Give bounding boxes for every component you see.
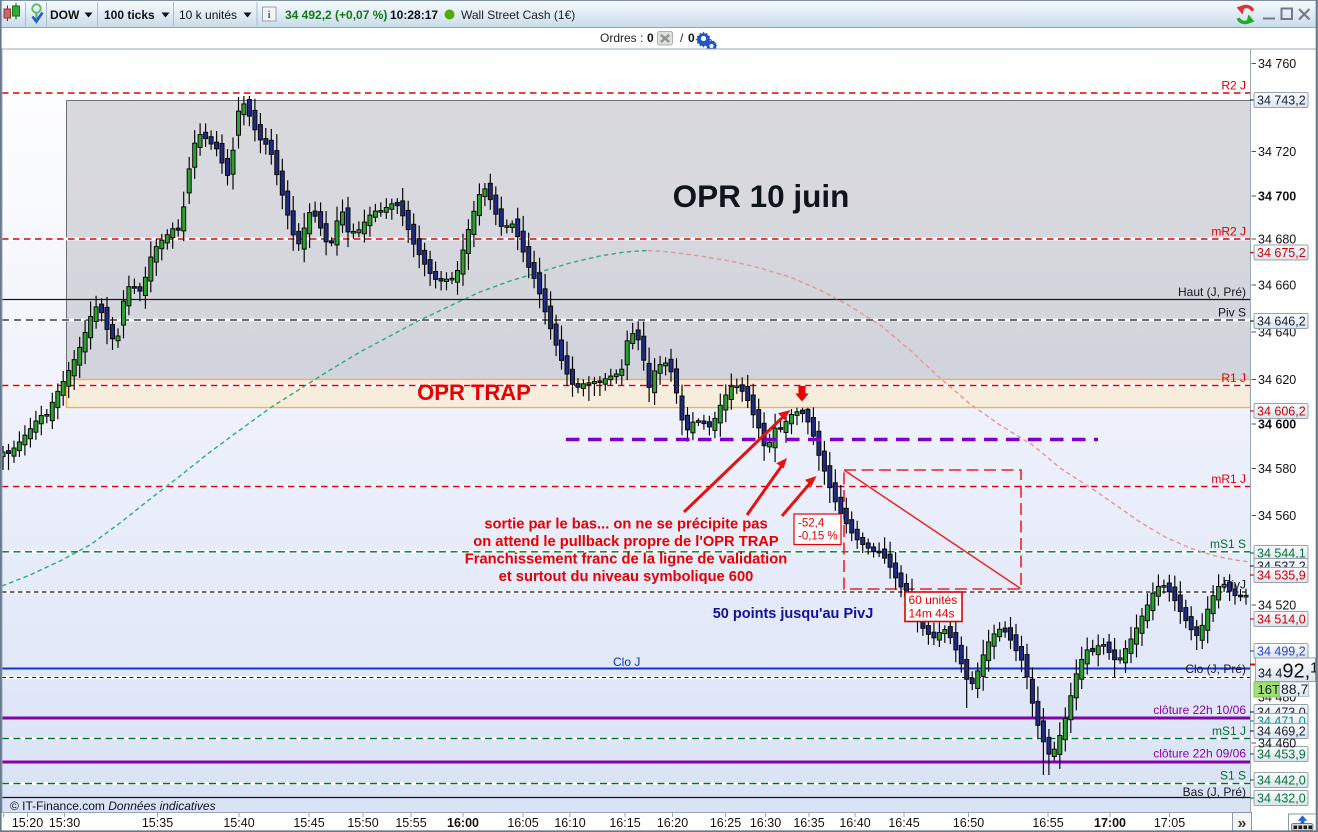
svg-text:17:00: 17:00 (1094, 816, 1126, 830)
svg-text:R1 J: R1 J (1221, 371, 1246, 385)
svg-text:34 720: 34 720 (1258, 145, 1296, 159)
svg-text:15:40: 15:40 (223, 816, 254, 830)
svg-text:34 560: 34 560 (1258, 509, 1296, 523)
svg-text:Ordres :: Ordres : (600, 31, 643, 45)
svg-text:16:05: 16:05 (507, 816, 538, 830)
svg-text:34 680: 34 680 (1258, 232, 1296, 246)
svg-text:DOW: DOW (50, 8, 80, 22)
svg-text:100 ticks: 100 ticks (104, 8, 155, 22)
svg-text:i: i (268, 9, 271, 21)
svg-text:34 743,2: 34 743,2 (1257, 93, 1306, 107)
svg-text:34 544,1: 34 544,1 (1257, 546, 1306, 560)
svg-text:15:30: 15:30 (49, 816, 80, 830)
svg-text:16:15: 16:15 (609, 816, 640, 830)
svg-text:-0,15 %: -0,15 % (798, 531, 838, 543)
svg-text:34 646,2: 34 646,2 (1257, 314, 1306, 328)
svg-text:mS1 J: mS1 J (1212, 724, 1246, 738)
svg-text:34 469,2: 34 469,2 (1257, 724, 1306, 738)
svg-text:34 520: 34 520 (1258, 598, 1296, 612)
svg-text:16:20: 16:20 (657, 816, 688, 830)
svg-text:34 600: 34 600 (1258, 417, 1296, 431)
svg-text:16:40: 16:40 (839, 816, 870, 830)
svg-text:Wall Street Cash (1€): Wall Street Cash (1€) (461, 8, 575, 22)
svg-text:mS1 S: mS1 S (1210, 537, 1246, 551)
svg-text:60 unités: 60 unités (909, 593, 958, 607)
svg-text:clôture 22h 10/06: clôture 22h 10/06 (1153, 703, 1246, 717)
svg-text:0: 0 (647, 31, 654, 45)
svg-text:0: 0 (688, 31, 695, 45)
svg-text:10:28:17: 10:28:17 (390, 8, 438, 22)
svg-text:© IT-Finance.com Données indic: © IT-Finance.com Données indicatives (10, 799, 216, 813)
svg-text:Clo (J, Pré): Clo (J, Pré) (1185, 662, 1246, 676)
svg-text:34 760: 34 760 (1258, 57, 1296, 71)
svg-text:16:35: 16:35 (793, 816, 824, 830)
svg-text:sortie par le bas... on ne se: sortie par le bas... on ne se précipite … (484, 517, 767, 533)
svg-text:34 675,2: 34 675,2 (1257, 246, 1306, 260)
svg-text:34 514,0: 34 514,0 (1257, 612, 1306, 626)
svg-text:16:55: 16:55 (1032, 816, 1063, 830)
svg-text:15:45: 15:45 (293, 816, 324, 830)
svg-text:mR1 J: mR1 J (1211, 472, 1246, 486)
svg-text:34 535,9: 34 535,9 (1257, 568, 1306, 582)
svg-text:34 492,1: 34 492,1 (1258, 661, 1318, 683)
svg-text:16T: 16T (1258, 682, 1280, 697)
svg-text:34 442,0: 34 442,0 (1257, 773, 1306, 787)
svg-text:S1 S: S1 S (1220, 769, 1246, 783)
svg-text:14m 44s: 14m 44s (909, 607, 955, 621)
svg-text:16:50: 16:50 (953, 816, 984, 830)
svg-text:34 460: 34 460 (1258, 736, 1296, 750)
svg-text:Bas (J, Pré): Bas (J, Pré) (1183, 785, 1246, 799)
svg-text:34 620: 34 620 (1258, 373, 1296, 387)
svg-text:on attend le pullback propre d: on attend le pullback propre de l'OPR TR… (473, 534, 779, 550)
svg-text:OPR 10 juin: OPR 10 juin (673, 178, 850, 214)
svg-text:50 points jusqu'au PivJ: 50 points jusqu'au PivJ (713, 606, 874, 622)
svg-text:et surtout du niveau symboliqu: et surtout du niveau symbolique 600 (499, 569, 754, 585)
svg-text:34 492,2 (+0,07 %): 34 492,2 (+0,07 %) (285, 8, 387, 22)
svg-text:16:25: 16:25 (710, 816, 741, 830)
svg-text:16:10: 16:10 (554, 816, 585, 830)
svg-text:R2 J: R2 J (1221, 79, 1246, 93)
svg-text:88,7: 88,7 (1281, 681, 1308, 697)
svg-text:16:00: 16:00 (447, 816, 479, 830)
svg-text:16:45: 16:45 (888, 816, 919, 830)
svg-text:15:20: 15:20 (12, 816, 43, 830)
svg-text:17:05: 17:05 (1154, 816, 1185, 830)
svg-text:34 660: 34 660 (1258, 278, 1296, 292)
svg-text:/: / (680, 31, 684, 45)
svg-text:15:55: 15:55 (395, 816, 426, 830)
svg-text:Piv S: Piv S (1218, 306, 1246, 320)
svg-text:-52,4: -52,4 (798, 518, 825, 530)
svg-text:34 499,2: 34 499,2 (1257, 644, 1306, 658)
svg-text:10 k unités: 10 k unités (179, 8, 237, 22)
svg-text:15:35: 15:35 (142, 816, 173, 830)
svg-text:Franchissement franc de la lig: Franchissement franc de la ligne de vali… (465, 552, 787, 568)
svg-text:34 580: 34 580 (1258, 462, 1296, 476)
svg-text:OPR TRAP: OPR TRAP (417, 380, 531, 405)
svg-text:clôture 22h 09/06: clôture 22h 09/06 (1153, 747, 1246, 761)
svg-text:34 453,9: 34 453,9 (1257, 747, 1306, 761)
svg-text:34 606,2: 34 606,2 (1257, 404, 1306, 418)
svg-text:15:50: 15:50 (347, 816, 378, 830)
svg-text:mR2 J: mR2 J (1211, 225, 1246, 239)
svg-text:Clo J: Clo J (613, 655, 640, 669)
svg-text:»: » (1238, 815, 1247, 832)
svg-text:34 700: 34 700 (1258, 189, 1296, 203)
svg-text:Haut (J, Pré): Haut (J, Pré) (1178, 285, 1246, 299)
svg-text:16:30: 16:30 (750, 816, 781, 830)
svg-text:34 432,0: 34 432,0 (1257, 791, 1306, 805)
